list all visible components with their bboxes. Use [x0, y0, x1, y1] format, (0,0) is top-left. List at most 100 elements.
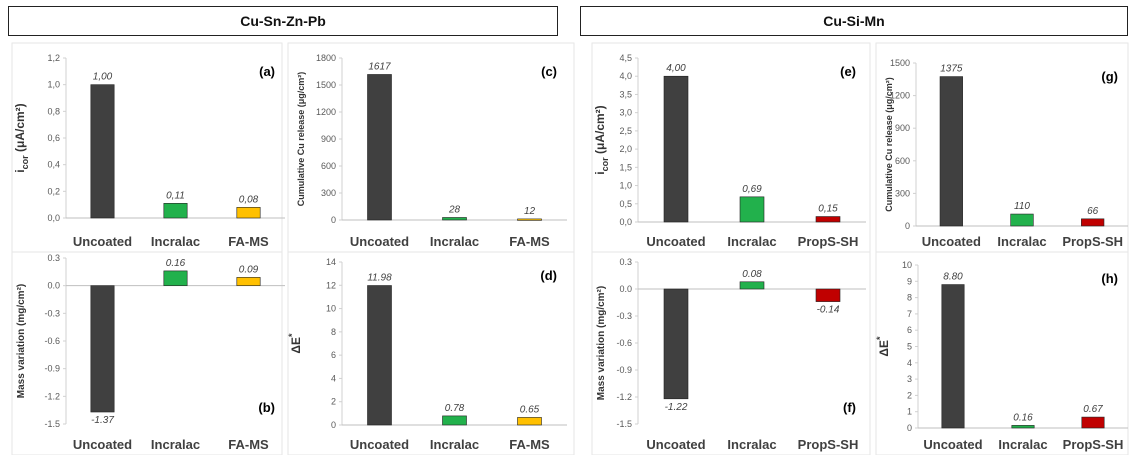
bar-incralac — [163, 270, 188, 286]
chart-panel-b: -1.5 -1.2 -0.9 -0.6 -0.3 0.0 0.3 Mass variation… — [11, 251, 285, 455]
category-label: Incralac — [430, 437, 479, 452]
y-tick-label: 0 — [907, 423, 912, 433]
y-tick-label: 0 — [331, 215, 336, 225]
bar-incralac — [1010, 213, 1034, 227]
category-label: Incralac — [151, 234, 200, 249]
header-left-title: Cu-Sn-Zn-Pb — [240, 13, 326, 29]
y-tick-label: 600 — [321, 161, 336, 171]
y-tick-label: 2,5 — [619, 126, 632, 136]
panel-frame — [11, 251, 283, 455]
y-tick-label: -0.9 — [44, 364, 60, 374]
category-label: FA-MS — [228, 437, 269, 452]
y-tick-label: 0,0 — [47, 213, 60, 223]
y-tick-label: -0.6 — [616, 338, 632, 348]
y-tick-label: -0.3 — [44, 308, 60, 318]
category-label: FA-MS — [228, 234, 269, 249]
panel-label: (c) — [541, 64, 557, 79]
bar-fa-ms — [517, 417, 542, 426]
panel-label: (a) — [259, 64, 275, 79]
y-tick-label: 12 — [326, 280, 336, 290]
category-label: Incralac — [727, 234, 776, 249]
y-tick-label: -0.6 — [44, 336, 60, 346]
value-label: 1,00 — [93, 72, 113, 83]
y-tick-label: 0.3 — [47, 253, 60, 263]
bar-fa-ms — [236, 277, 261, 286]
bar-uncoated — [90, 84, 115, 219]
category-label: Incralac — [151, 437, 200, 452]
y-axis-label: icor (μA/cm²) — [13, 103, 30, 172]
y-tick-label: 0,8 — [47, 106, 60, 116]
value-label: 0,15 — [818, 204, 838, 215]
chart-panel-f: -1.5 -1.2 -0.9 -0.6 -0.3 0.0 0.3 Mass variation… — [591, 251, 871, 455]
value-label: 66 — [1087, 206, 1099, 217]
category-label: FA-MS — [509, 437, 550, 452]
y-tick-label: 0,2 — [47, 186, 60, 196]
y-tick-label: -1.5 — [44, 419, 60, 429]
value-label: 11.98 — [367, 273, 392, 284]
bar-incralac — [1011, 425, 1035, 429]
bar-uncoated — [663, 288, 689, 400]
category-label: Incralac — [998, 437, 1047, 452]
y-tick-label: 1 — [907, 407, 912, 417]
y-tick-label: 1,5 — [619, 162, 632, 172]
y-axis-label: ΔE* — [875, 336, 891, 357]
y-tick-label: 14 — [326, 257, 336, 267]
bar-props-sh — [1081, 416, 1105, 429]
y-tick-label: 3,5 — [619, 89, 632, 99]
bar-incralac — [442, 415, 467, 426]
y-tick-label: 900 — [895, 123, 910, 133]
category-label: PropS-SH — [1062, 234, 1123, 249]
value-label: 8.80 — [943, 272, 963, 283]
y-tick-label: 10 — [326, 304, 336, 314]
header-right-title: Cu-Si-Mn — [823, 13, 885, 29]
y-tick-label: 2,0 — [619, 144, 632, 154]
y-tick-label: 5 — [907, 342, 912, 352]
bar-uncoated — [90, 285, 115, 413]
y-axis-label: Cumulative Cu release (μg/cm²) — [296, 72, 306, 207]
y-tick-label: 1,0 — [619, 181, 632, 191]
chart-panel-g: 0 300 600 900 1200 1500 Cumulative Cu release … — [875, 42, 1129, 253]
category-label: Uncoated — [350, 437, 409, 452]
panel-label: (b) — [258, 400, 275, 415]
bar-props-sh — [1081, 218, 1105, 227]
value-label: 0,11 — [166, 190, 185, 201]
y-tick-label: 4 — [331, 373, 336, 383]
panel-label: (g) — [1101, 69, 1118, 84]
value-label: 12 — [524, 206, 536, 217]
value-label: 110 — [1014, 201, 1030, 212]
bar-props-sh — [815, 216, 841, 223]
value-label: 0.78 — [445, 403, 465, 414]
value-label: 0.08 — [742, 269, 762, 280]
header-cu-sn-zn-pb: Cu-Sn-Zn-Pb — [8, 6, 558, 36]
y-tick-label: 0.0 — [619, 284, 632, 294]
value-label: 0.16 — [166, 258, 186, 269]
bar-incralac — [739, 281, 765, 290]
y-axis-label: Mass variation (mg/cm²) — [596, 286, 607, 400]
value-label: 0,08 — [239, 194, 259, 205]
value-label: 0.16 — [1013, 412, 1033, 423]
bar-fa-ms — [517, 218, 542, 221]
value-label: 1375 — [940, 64, 963, 75]
y-tick-label: 1,2 — [47, 53, 60, 63]
y-tick-label: 10 — [902, 260, 912, 270]
chart-panel-h: 0 1 2 3 4 5 6 7 8 9 10 ΔE* 8.80 Uncoated 0.16 Incralac 0… — [875, 251, 1129, 455]
y-tick-label: 4 — [907, 358, 912, 368]
chart-panel-e: 0,0 0,5 1,0 1,5 2,0 2,5 3,0 3,5 4,0 4,5 icor (μA/c… — [591, 42, 871, 253]
panel-label: (e) — [840, 64, 856, 79]
y-tick-label: 1500 — [316, 80, 336, 90]
bar-incralac — [442, 217, 467, 221]
y-tick-label: -1.2 — [616, 392, 632, 402]
category-label: FA-MS — [509, 234, 550, 249]
y-tick-label: 0,5 — [619, 199, 632, 209]
y-axis-label: Cumulative Cu release (μg/cm²) — [884, 77, 894, 212]
y-tick-label: 0 — [905, 221, 910, 231]
y-tick-label: 600 — [895, 156, 910, 166]
panel-frame — [875, 251, 1129, 455]
y-tick-label: 900 — [321, 134, 336, 144]
value-label: 0.65 — [520, 404, 540, 415]
category-label: Uncoated — [73, 437, 132, 452]
y-tick-label: 1200 — [890, 91, 910, 101]
value-label: -1.37 — [91, 415, 114, 426]
panel-frame — [591, 251, 871, 455]
y-tick-label: -1.5 — [616, 419, 632, 429]
